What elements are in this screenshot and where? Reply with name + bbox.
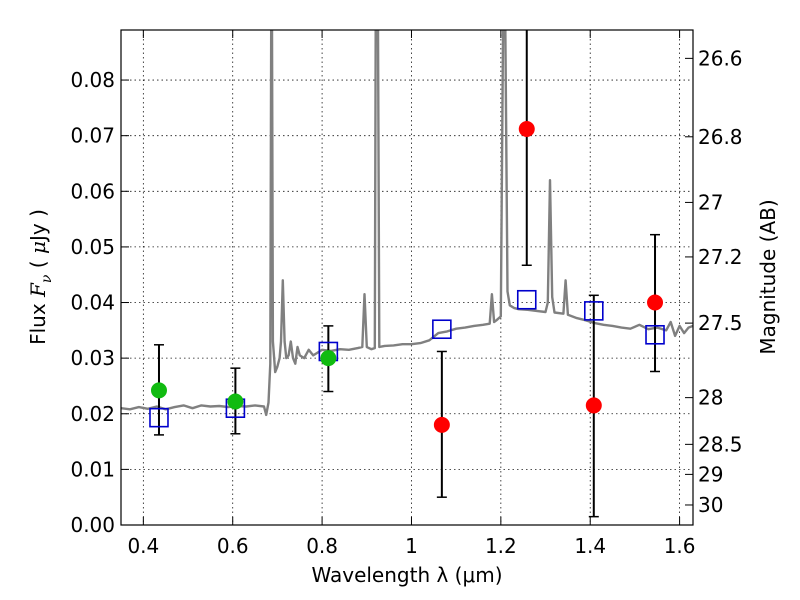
right-tick-label: 28.5 [698, 432, 743, 456]
right-tick-label: 26.6 [698, 46, 743, 70]
right-tick-label: 26.8 [698, 125, 743, 149]
green-data-point [150, 382, 167, 399]
x-tick-label: 1 [405, 534, 418, 558]
y-tick-label: 0.05 [70, 235, 115, 259]
y-tick-label: 0.08 [70, 68, 115, 92]
x-tick-label: 0.4 [127, 534, 159, 558]
y-axis-title-unit-mu: μ [26, 241, 50, 254]
red-data-point [647, 294, 664, 311]
axis-labels: 0.4 0.6 0.8 1 1.2 1.4 1.6 0.00 0.01 0.02 0.03 0.04 0… [70, 46, 742, 558]
model-spectrum-line [121, 30, 693, 417]
y-tick-label: 0.01 [70, 457, 115, 481]
y-axis-title: Flux Fν ( μJy ) [26, 209, 55, 345]
model-square-marker [432, 319, 452, 340]
y-axis-title-symbol: F [26, 282, 50, 298]
right-tick-label: 27.2 [698, 245, 743, 269]
red-data-point [433, 416, 450, 433]
y-axis-title-prefix: Flux [26, 297, 50, 345]
x-tick-label: 0.8 [306, 534, 338, 558]
y-axis-title-subscript: ν [39, 274, 55, 283]
model-square-marker [516, 289, 537, 310]
y-tick-label: 0.03 [70, 346, 115, 370]
green-data-point [320, 350, 337, 367]
y-tick-label: 0.07 [70, 124, 115, 148]
x-tick-label: 1.6 [664, 534, 696, 558]
model-spectrum-layer [121, 30, 693, 417]
model-square-marker [583, 301, 604, 321]
red-data-point [518, 121, 535, 137]
model-square-marker [645, 324, 665, 345]
plot-frame [120, 29, 694, 526]
right-tick-label: 27 [698, 190, 723, 214]
y-axis-title-unit-rest: Jy ) [26, 209, 50, 243]
right-tick-label: 29 [698, 462, 723, 486]
y-tick-label: 0.04 [70, 291, 115, 315]
right-tick-label: 27.5 [698, 311, 743, 335]
y-tick-label: 0.06 [70, 179, 115, 203]
green-data-point [227, 393, 244, 410]
right-axis-title: Magnitude (AB) [756, 199, 780, 354]
red-data-point [585, 397, 602, 414]
x-axis-title: Wavelength λ (μm) [311, 563, 502, 587]
right-tick-label: 30 [698, 493, 723, 517]
y-tick-label: 0.00 [70, 513, 115, 537]
axis-ticks [121, 30, 693, 526]
x-tick-label: 0.6 [217, 534, 249, 558]
model-square-marker [149, 407, 169, 428]
x-tick-label: 1.4 [574, 534, 606, 558]
y-axis-title-unit-open: ( [26, 254, 50, 275]
x-tick-label: 1.2 [485, 534, 517, 558]
y-tick-label: 0.02 [70, 402, 115, 426]
right-tick-label: 28 [698, 386, 723, 410]
marker-layer [149, 121, 665, 433]
